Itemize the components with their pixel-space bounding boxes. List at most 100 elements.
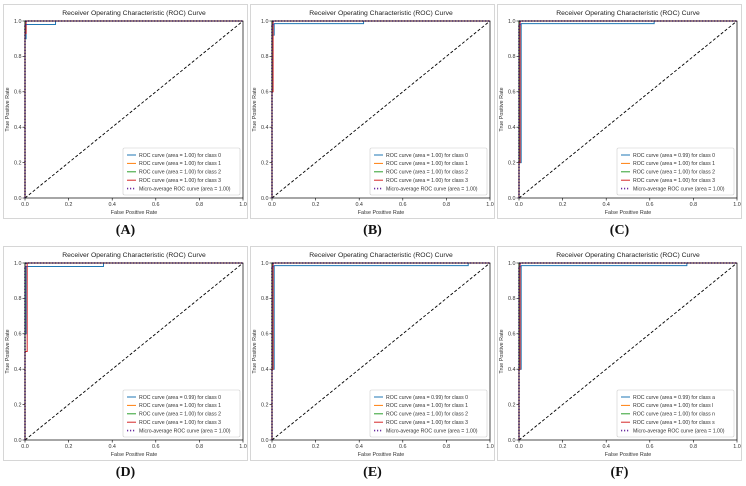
legend-label: ROC curve (area = 1.00) for class 1 <box>386 161 468 167</box>
y-tick-label: 0.4 <box>261 367 269 373</box>
x-axis-label: False Positive Rate <box>358 210 404 216</box>
x-tick-label: 0.6 <box>152 202 160 208</box>
x-tick-label: 0.4 <box>602 444 610 450</box>
panel-label: (F) <box>610 465 629 480</box>
y-axis-label: True Positive Rate <box>252 329 258 373</box>
legend-label: ROC curve (area = 1.00) for class 2 <box>386 170 468 176</box>
y-tick-label: 0.4 <box>14 125 22 131</box>
x-tick-label: 0.2 <box>312 202 320 208</box>
panel-frame <box>497 4 742 219</box>
y-tick-label: 0.2 <box>261 160 269 166</box>
legend-box <box>122 147 241 196</box>
legend-label: Micro-average ROC curve (area = 1.00) <box>633 428 725 434</box>
legend-label: ROC curve (area = 1.00) for class 2 <box>386 412 468 418</box>
plot-frame <box>24 20 244 199</box>
legend-label: ROC curve (area = 0.99) for class a <box>633 395 715 401</box>
legend-label: ROC curve (area = 1.00) for class l <box>633 403 713 409</box>
y-tick-label: 0.2 <box>261 402 269 408</box>
y-axis-label: True Positive Rate <box>499 87 505 131</box>
legend-box <box>369 147 488 196</box>
roc-panel: Receiver Operating Characteristic (ROC) … <box>3 4 248 244</box>
roc-panel: Receiver Operating Characteristic (ROC) … <box>250 246 495 486</box>
x-tick-label: 0.2 <box>65 444 73 450</box>
y-tick-label: 0.2 <box>508 402 516 408</box>
panel-label: (A) <box>115 223 136 238</box>
x-axis-label: False Positive Rate <box>111 452 157 458</box>
y-tick-label: 0.6 <box>508 90 516 96</box>
chart-title: Receiver Operating Characteristic (ROC) … <box>556 10 700 17</box>
roc-panel: Receiver Operating Characteristic (ROC) … <box>250 4 495 244</box>
panel-frame <box>3 246 248 461</box>
plot-frame <box>518 262 738 441</box>
y-tick-label: 1.0 <box>508 261 516 267</box>
y-tick-label: 0.8 <box>14 54 22 60</box>
legend-label: ROC curve (area = 0.99) for class 0 <box>633 153 715 159</box>
x-tick-label: 0.8 <box>196 202 204 208</box>
x-tick-label: 0.6 <box>399 202 407 208</box>
chance-diagonal-line <box>24 262 244 441</box>
legend-label: Micro-average ROC curve (area = 1.00) <box>139 186 231 192</box>
x-tick-label: 0.4 <box>602 202 610 208</box>
y-tick-label: 0.0 <box>14 438 22 444</box>
chance-diagonal-line <box>518 262 738 441</box>
y-axis-label: True Positive Rate <box>499 329 505 373</box>
y-tick-label: 1.0 <box>14 261 22 267</box>
x-tick-label: 0.4 <box>355 202 363 208</box>
legend-label: Micro-average ROC curve (area = 1.00) <box>633 186 725 192</box>
panel-frame <box>3 4 248 219</box>
y-tick-label: 1.0 <box>261 19 269 25</box>
x-tick-label: 0.8 <box>690 202 698 208</box>
x-tick-label: 0.8 <box>196 444 204 450</box>
legend-label: ROC curve (area = 1.00) for class 0 <box>386 153 468 159</box>
x-tick-label: 0.0 <box>515 202 523 208</box>
x-tick-label: 0.0 <box>268 444 276 450</box>
x-tick-label: 0.4 <box>108 202 116 208</box>
legend-label: ROC curve (area = 1.00) for class 2 <box>139 170 221 176</box>
chance-diagonal-line <box>271 262 491 441</box>
x-tick-label: 0.6 <box>646 444 654 450</box>
legend-label: ROC curve (area = 1.00) for class 1 <box>139 161 221 167</box>
plot-frame <box>271 20 491 199</box>
legend-label: ROC curve (area = 1.00) for class 3 <box>139 420 221 426</box>
y-tick-label: 0.8 <box>508 54 516 60</box>
roc-chart-svg: Receiver Operating Characteristic (ROC) … <box>497 4 742 219</box>
y-tick-label: 0.2 <box>14 402 22 408</box>
y-tick-label: 0.8 <box>261 296 269 302</box>
chart-title: Receiver Operating Characteristic (ROC) … <box>309 252 453 259</box>
y-tick-label: 0.4 <box>14 367 22 373</box>
x-tick-label: 0.2 <box>312 444 320 450</box>
y-tick-label: 0.2 <box>508 160 516 166</box>
y-axis-label: True Positive Rate <box>5 329 11 373</box>
x-tick-label: 0.8 <box>690 444 698 450</box>
roc-chart-svg: Receiver Operating Characteristic (ROC) … <box>3 4 248 219</box>
legend-label: ROC curve (area = 1.00) for class 3 <box>386 420 468 426</box>
chart-title: Receiver Operating Characteristic (ROC) … <box>62 10 206 17</box>
y-tick-label: 0.4 <box>261 125 269 131</box>
legend-label: ROC curve (area = 1.00) for class 1 <box>633 161 715 167</box>
y-tick-label: 0.4 <box>508 367 516 373</box>
legend-box <box>616 147 735 196</box>
legend-label: ROC curve (area = 1.00) for class 2 <box>139 412 221 418</box>
y-tick-label: 0.6 <box>508 332 516 338</box>
x-tick-label: 1.0 <box>239 202 247 208</box>
x-tick-label: 1.0 <box>733 202 741 208</box>
panel-frame <box>250 4 495 219</box>
y-tick-label: 1.0 <box>261 261 269 267</box>
panel-label: (E) <box>363 465 382 480</box>
x-tick-label: 0.2 <box>65 202 73 208</box>
x-tick-label: 0.2 <box>559 202 567 208</box>
legend-label: ROC curve (area = 1.00) for class 3 <box>139 178 221 184</box>
y-tick-label: 0.8 <box>261 54 269 60</box>
roc-chart-svg: Receiver Operating Characteristic (ROC) … <box>250 4 495 219</box>
chart-title: Receiver Operating Characteristic (ROC) … <box>556 252 700 259</box>
x-tick-label: 0.4 <box>355 444 363 450</box>
x-tick-label: 0.6 <box>152 444 160 450</box>
panel-frame <box>250 246 495 461</box>
roc-chart-svg: Receiver Operating Characteristic (ROC) … <box>3 246 248 461</box>
legend-label: ROC curve (area = 1.00) for class 2 <box>633 170 715 176</box>
y-tick-label: 0.0 <box>261 438 269 444</box>
x-tick-label: 0.0 <box>515 444 523 450</box>
legend-box <box>369 389 488 438</box>
y-tick-label: 0.0 <box>261 196 269 202</box>
panel-label: (D) <box>115 465 136 480</box>
